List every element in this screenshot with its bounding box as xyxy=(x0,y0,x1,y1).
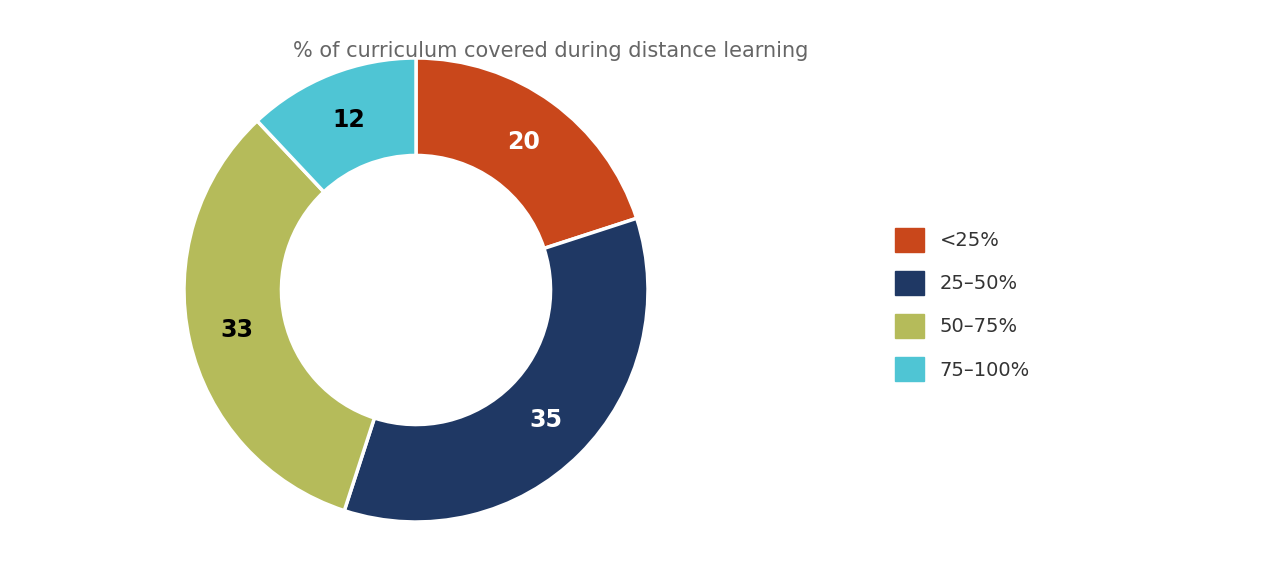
Wedge shape xyxy=(416,58,636,248)
Wedge shape xyxy=(257,58,416,192)
Wedge shape xyxy=(184,121,375,510)
Text: 35: 35 xyxy=(529,408,562,432)
Text: 20: 20 xyxy=(507,130,540,154)
Legend: <25%, 25–50%, 50–75%, 75–100%: <25%, 25–50%, 50–75%, 75–100% xyxy=(887,220,1038,389)
Wedge shape xyxy=(344,218,648,522)
Text: % of curriculum covered during distance learning: % of curriculum covered during distance … xyxy=(293,41,808,60)
Text: 12: 12 xyxy=(332,108,365,132)
Text: 33: 33 xyxy=(220,318,253,342)
